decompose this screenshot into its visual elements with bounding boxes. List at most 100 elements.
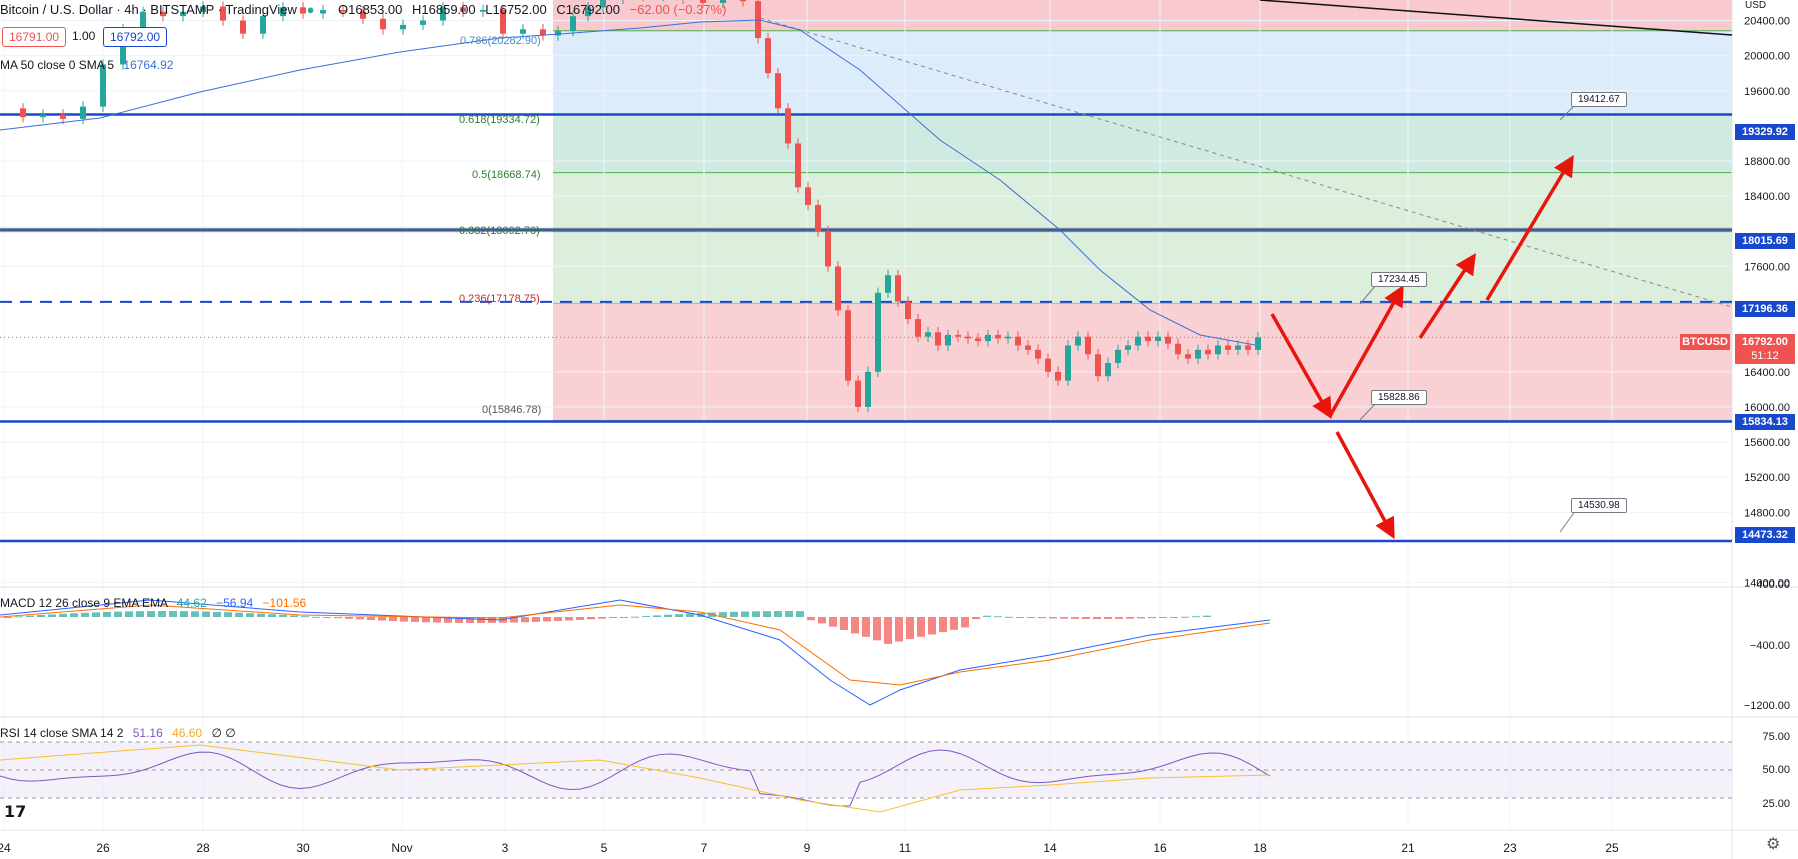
- time-tick-label: 25: [1605, 841, 1619, 855]
- projection-arrow-4: [1335, 431, 1395, 540]
- macd-histogram-bar: [92, 612, 100, 617]
- candle-body: [925, 332, 931, 337]
- macd-histogram-bar: [686, 613, 694, 617]
- candle-body: [400, 24, 406, 30]
- macd-tick-label: 400.00: [1756, 579, 1790, 591]
- candle-body: [1095, 354, 1101, 377]
- macd-histogram-bar: [477, 617, 485, 623]
- candle-body: [200, 6, 206, 12]
- candle-body: [985, 334, 991, 342]
- fib-zone-top: [553, 0, 1732, 31]
- macd-histogram-bar: [345, 617, 353, 619]
- candle-body: [600, 0, 606, 8]
- candle-body: [380, 18, 386, 30]
- macd-tick-label: −400.00: [1750, 640, 1790, 652]
- macd-histogram-bar: [323, 617, 331, 618]
- bar-countdown: 51:12: [1751, 350, 1779, 362]
- rsi-tick-label: 50.00: [1762, 764, 1790, 776]
- ma-line: [0, 19, 1256, 346]
- candle-body: [180, 11, 186, 17]
- fib-label-0: 0(15846.78): [482, 404, 542, 416]
- candle-body: [480, 9, 486, 12]
- macd-histogram-bar: [796, 611, 804, 617]
- fib-label-0236: 0.236(17178.75): [459, 293, 540, 305]
- macd-histogram-bar: [1016, 617, 1024, 618]
- price-tick-label: 14000.00: [1744, 578, 1790, 590]
- fib-zone-3: [553, 172, 1732, 304]
- time-tick-label: 7: [701, 841, 708, 855]
- time-tick-label: 23: [1503, 841, 1517, 855]
- macd-histogram-bar: [961, 617, 969, 628]
- bid-price[interactable]: 16791.00: [2, 27, 67, 47]
- fib-label-0618: 0.618(19334.72): [459, 114, 540, 126]
- macd-line: [0, 599, 1271, 706]
- macd-histogram-bar: [466, 617, 474, 623]
- candle-body: [1215, 345, 1221, 355]
- macd-histogram-bar: [1071, 617, 1079, 619]
- time-tick-label: 5: [601, 841, 608, 855]
- price-tick-label: 18800.00: [1744, 156, 1790, 168]
- candle-body: [100, 64, 106, 107]
- close-value: C16792.00: [556, 2, 620, 17]
- time-tick-label: Nov: [391, 841, 412, 855]
- callout-17234[interactable]: 17234.45: [1371, 272, 1427, 287]
- projection-arrows[interactable]: [1270, 103, 1577, 540]
- macd-histogram-bar: [510, 617, 518, 623]
- macd-histogram-bar: [367, 617, 375, 621]
- macd-histogram-bar: [653, 615, 661, 617]
- candle-body: [825, 231, 831, 267]
- macd-histogram-bar: [972, 617, 980, 620]
- candle-body: [440, 7, 446, 21]
- macd-histogram-bar: [1082, 617, 1090, 619]
- macd-histogram-bar: [895, 617, 903, 642]
- candle-body: [360, 11, 366, 19]
- callout-14530[interactable]: 14530.98: [1571, 498, 1627, 513]
- candle-body: [20, 108, 26, 118]
- callout-connector-1: [1359, 284, 1377, 305]
- macd-label: MACD 12 26 close 9 EMA EMA: [0, 596, 168, 610]
- macd-histogram-bar: [1104, 617, 1112, 619]
- macd-histogram-bar: [400, 617, 408, 622]
- candle-body: [875, 292, 881, 372]
- candle-body: [1105, 363, 1111, 377]
- fib-label-0382: 0.382(18002.76): [459, 225, 540, 237]
- candle-body: [1135, 336, 1141, 346]
- rsi-sma-value: 46.60: [172, 726, 203, 740]
- fib-zone-4: [553, 303, 1732, 421]
- high-value: H16859.00: [412, 2, 476, 17]
- ask-price[interactable]: 16792.00: [103, 27, 168, 47]
- candle-body: [740, 0, 746, 2]
- gear-icon[interactable]: ⚙: [1766, 836, 1781, 853]
- level-badge-18015: 18015.69: [1735, 233, 1795, 249]
- candle-body: [1065, 345, 1071, 381]
- macd-histogram-bar: [752, 611, 760, 617]
- ma-50-line: [0, 19, 1256, 346]
- macd-histogram-bar: [389, 617, 397, 622]
- candle-body: [1045, 358, 1051, 372]
- macd-histogram-bar: [1060, 617, 1068, 619]
- macd-histogram-bar: [983, 615, 991, 617]
- candle-body: [835, 266, 841, 311]
- candle-body: [420, 20, 426, 25]
- candle-body: [220, 6, 226, 21]
- candle-body: [765, 38, 771, 74]
- low-value: L16752.00: [485, 2, 547, 17]
- fib-label-0786: 0.786(20282.90): [460, 35, 541, 47]
- time-tick-label: 14: [1043, 841, 1057, 855]
- macd-histogram-bar: [224, 612, 232, 617]
- macd-histogram-bar: [81, 612, 89, 617]
- callout-19412[interactable]: 19412.67: [1571, 92, 1627, 107]
- symbol-title[interactable]: Bitcoin / U.S. Dollar · 4h · BITSTAMP · …: [0, 2, 297, 17]
- currency-label: USD: [1745, 0, 1767, 11]
- candle-body: [955, 334, 961, 337]
- macd-histogram-bar: [444, 617, 452, 623]
- callout-15828[interactable]: 15828.86: [1371, 390, 1427, 405]
- macd-histogram-bar: [928, 617, 936, 635]
- live-dot-icon: ●: [306, 2, 315, 17]
- candle-body: [1195, 349, 1201, 359]
- rsi-label: RSI 14 close SMA 14 2: [0, 726, 124, 740]
- time-tick-label: 30: [296, 841, 310, 855]
- trendline-upper: [1259, 0, 1733, 36]
- projection-arrow-0: [1270, 313, 1332, 420]
